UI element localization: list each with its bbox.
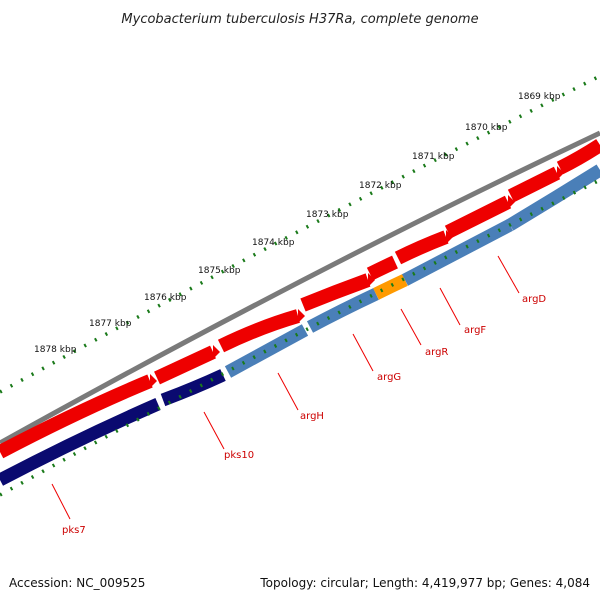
arrowhead bbox=[557, 166, 564, 180]
map-title: Mycobacterium tuberculosis H37Ra, comple… bbox=[121, 12, 478, 27]
gene-label-argG[interactable]: argG bbox=[377, 372, 401, 383]
scale-label: 1876 kbp bbox=[144, 293, 187, 303]
gene-argR[interactable] bbox=[373, 274, 408, 300]
scale-label: 1874 kbp bbox=[252, 238, 295, 248]
gene-pks7[interactable] bbox=[0, 398, 161, 486]
gene-label-argH[interactable]: argH bbox=[300, 411, 324, 422]
gene-forward-5[interactable] bbox=[366, 255, 398, 281]
arrowhead bbox=[213, 345, 220, 359]
gene-labels: argD argF argR argG argH pks10 pks7 bbox=[62, 294, 546, 536]
callout-line-argH bbox=[277, 372, 299, 411]
genome-backbone bbox=[0, 130, 600, 446]
gene-pks10[interactable] bbox=[160, 369, 226, 407]
gene-label-argF[interactable]: argF bbox=[464, 325, 486, 336]
scale-label: 1877 kbp bbox=[89, 319, 132, 329]
genome-summary-text: Topology: circular; Length: 4,419,977 bp… bbox=[260, 576, 590, 590]
gene-forward-9[interactable] bbox=[556, 139, 600, 175]
gene-argG[interactable] bbox=[306, 288, 379, 333]
gene-label-pks10[interactable]: pks10 bbox=[224, 450, 254, 461]
scale-label: 1872 kbp bbox=[359, 181, 402, 191]
arrowhead bbox=[298, 309, 305, 323]
gene-forward-6[interactable] bbox=[394, 230, 449, 265]
gene-label-argR[interactable]: argR bbox=[425, 347, 448, 358]
arrowhead bbox=[368, 273, 375, 287]
scale-label: 1878 kbp bbox=[34, 345, 77, 355]
gene-forward-4[interactable] bbox=[300, 273, 371, 312]
gene-forward-2[interactable] bbox=[154, 345, 216, 385]
gene-forward-7[interactable] bbox=[444, 195, 512, 239]
callout-line-argD bbox=[497, 255, 520, 294]
outer-scale-ticks bbox=[0, 74, 600, 394]
callout-line-argF bbox=[439, 287, 461, 326]
callout-line-pks7 bbox=[51, 483, 71, 520]
scale-label: 1875 kbp bbox=[198, 266, 241, 276]
gene-forward-1[interactable] bbox=[0, 374, 153, 459]
accession-text: Accession: NC_009525 bbox=[9, 576, 146, 590]
forward-strand-genes bbox=[0, 139, 600, 459]
scale-label: 1871 kbp bbox=[412, 152, 455, 162]
gene-label-argD[interactable]: argD bbox=[522, 294, 546, 305]
arrowhead bbox=[508, 195, 515, 209]
gene-forward-8[interactable] bbox=[507, 166, 561, 203]
callout-line-argG bbox=[352, 333, 374, 372]
callout-line-pks10 bbox=[203, 411, 225, 450]
arrowhead bbox=[150, 374, 157, 388]
gene-callouts bbox=[51, 255, 520, 520]
scale-label: 1873 kbp bbox=[306, 210, 349, 220]
callout-line-argR bbox=[400, 308, 422, 346]
scale-labels: 1869 kbp 1870 kbp 1871 kbp 1872 kbp 1873… bbox=[34, 92, 561, 355]
gene-forward-3[interactable] bbox=[217, 309, 300, 353]
gene-label-pks7[interactable]: pks7 bbox=[62, 525, 86, 536]
arrowhead bbox=[446, 230, 453, 244]
scale-label: 1870 kbp bbox=[465, 123, 508, 133]
scale-label: 1869 kbp bbox=[518, 92, 561, 102]
